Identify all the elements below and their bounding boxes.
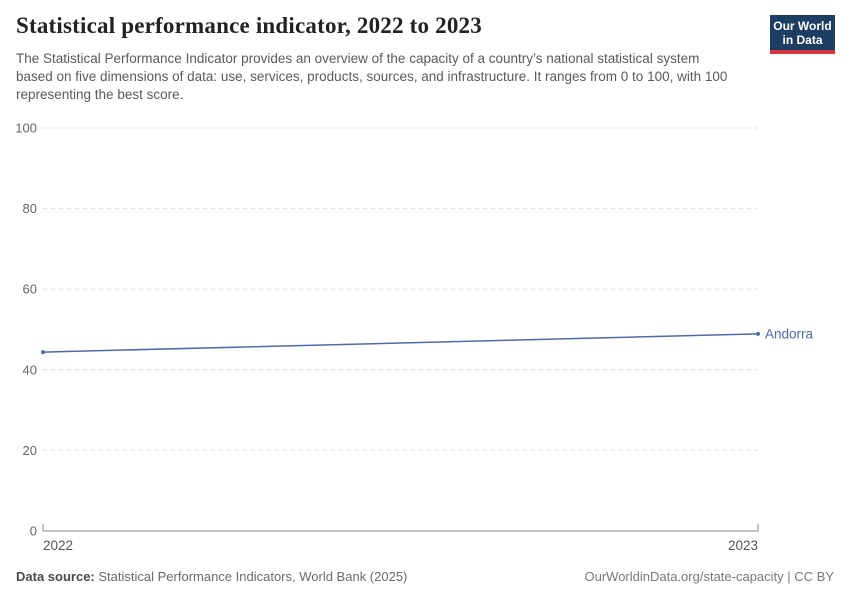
y-tick-label: 60: [23, 282, 37, 297]
y-tick-label: 20: [23, 443, 37, 458]
y-tick-label: 80: [23, 201, 37, 216]
y-tick-label: 40: [23, 362, 37, 377]
owid-logo-line1: Our World: [773, 19, 832, 33]
page-title: Statistical performance indicator, 2022 …: [16, 13, 482, 38]
data-source[interactable]: Data source: Statistical Performance Ind…: [16, 569, 407, 584]
data-source-text: Statistical Performance Indicators, Worl…: [98, 569, 408, 584]
y-tick-label: 0: [30, 524, 37, 539]
data-source-label: Data source:: [16, 569, 95, 584]
series-point-end[interactable]: [756, 331, 760, 336]
x-tick-label: 2022: [43, 538, 73, 553]
series-point-start[interactable]: [41, 350, 45, 355]
y-tick-label: 100: [15, 121, 37, 136]
series-label[interactable]: Andorra: [765, 326, 814, 341]
series-line[interactable]: [42, 333, 759, 353]
owid-logo[interactable]: Our World in Data: [770, 15, 835, 55]
owid-logo-line2: in Data: [782, 33, 823, 48]
chart-subtitle: The Statistical Performance Indicator pr…: [16, 51, 728, 102]
x-tick-label: 2023: [728, 538, 758, 553]
x-axis-line: [42, 524, 759, 532]
footer-link[interactable]: OurWorldinData.org/state-capacity | CC B…: [584, 569, 834, 584]
